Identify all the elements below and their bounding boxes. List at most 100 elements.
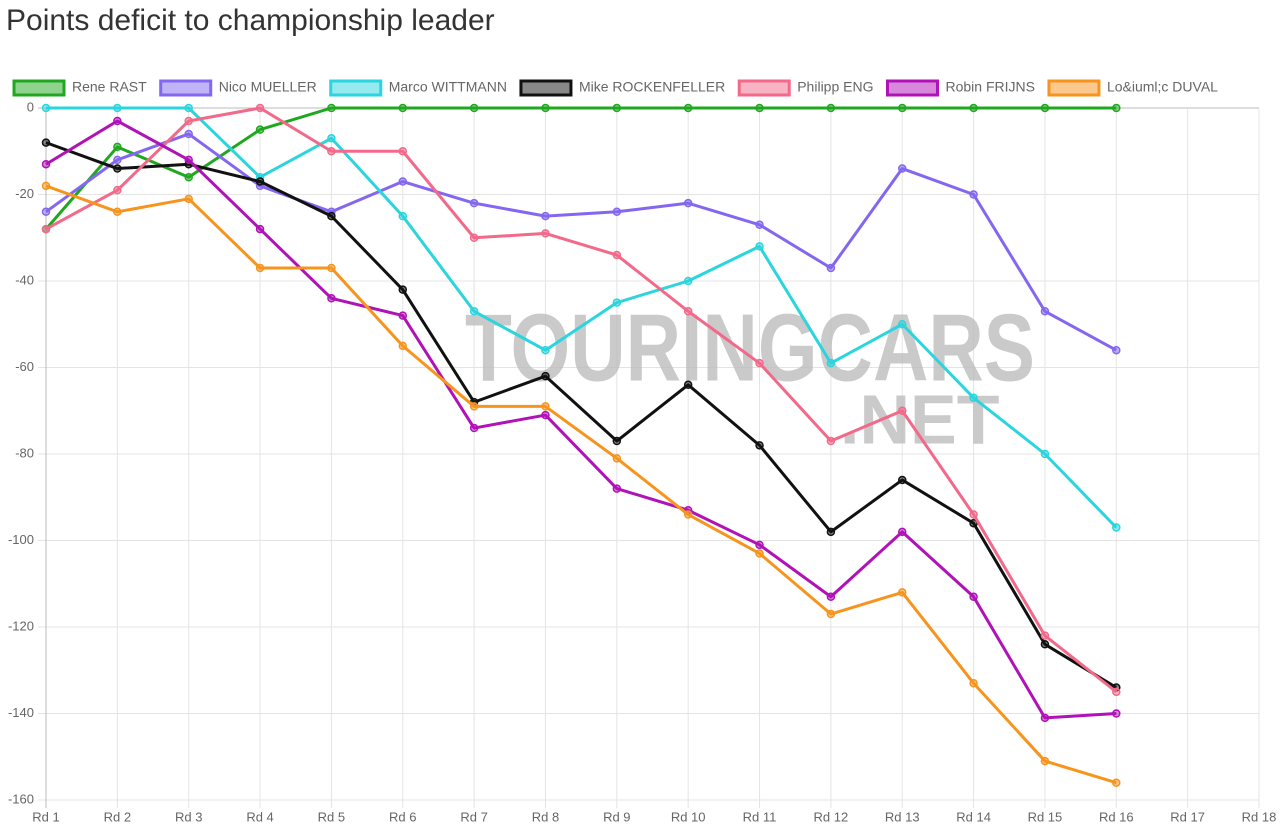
data-point [1112, 103, 1121, 113]
data-point [969, 510, 978, 519]
data-point [755, 549, 764, 558]
data-point [755, 242, 764, 251]
data-point [897, 103, 907, 113]
data-point [398, 211, 408, 221]
watermark: TOURINGCARS .NET [465, 294, 1035, 458]
data-point [184, 172, 193, 182]
y-tick-label: 0 [27, 99, 34, 114]
y-tick-label: -80 [15, 445, 34, 460]
series-line [45, 184, 1117, 785]
data-point [41, 181, 51, 191]
data-point [113, 142, 122, 152]
legend-label: Nico MUELLER [219, 79, 317, 95]
data-point [113, 185, 122, 195]
data-point [683, 380, 693, 390]
data-point [541, 371, 550, 381]
series-line [46, 106, 1118, 529]
data-point [612, 484, 622, 493]
data-point [897, 164, 907, 173]
series-line [45, 106, 1118, 694]
x-tick-label: Rd 17 [1170, 809, 1205, 824]
legend-swatch [1047, 79, 1101, 97]
data-point [469, 198, 479, 208]
series-line [45, 132, 1118, 352]
x-tick-label: Rd 14 [956, 809, 991, 824]
data-point [398, 285, 408, 294]
data-point [969, 393, 978, 403]
data-point [41, 207, 51, 217]
y-tick-label: -100 [8, 532, 34, 547]
data-point [826, 436, 836, 446]
data-point [755, 103, 764, 113]
data-point [255, 103, 265, 113]
data-point [826, 592, 836, 601]
data-point [826, 358, 836, 368]
data-point [184, 194, 193, 204]
data-point [1040, 449, 1050, 459]
data-point [541, 402, 550, 411]
x-tick-label: Rd 7 [460, 809, 487, 824]
x-tick-label: Rd 9 [603, 809, 630, 824]
data-point [1040, 640, 1050, 649]
data-point [255, 177, 265, 186]
data-point [398, 147, 408, 156]
data-point [755, 540, 764, 550]
legend-label: Philipp ENG [797, 79, 873, 95]
data-point [327, 134, 336, 143]
legend-swatch [329, 79, 383, 97]
data-point [41, 103, 51, 113]
data-point [683, 276, 693, 286]
watermark-text: .NET [840, 380, 999, 458]
series-line [45, 119, 1117, 720]
data-point [612, 454, 622, 463]
data-point [683, 307, 693, 316]
data-point [469, 103, 479, 113]
legend-label: Lo&iuml;c DUVAL [1107, 79, 1218, 95]
data-point [184, 155, 193, 165]
legend-swatch [519, 79, 573, 97]
legend-label: Rene RAST [72, 79, 147, 95]
data-point [755, 220, 764, 230]
y-tick-label: -60 [15, 359, 34, 374]
x-tick-label: Rd 13 [885, 809, 920, 824]
data-point [255, 125, 265, 134]
legend-swatch [12, 79, 66, 97]
x-tick-label: Rd 8 [532, 809, 559, 824]
data-point [969, 678, 978, 688]
data-point [541, 229, 550, 238]
data-point [541, 410, 550, 420]
data-point [398, 311, 408, 320]
data-point [327, 263, 336, 273]
data-point [826, 103, 836, 113]
x-tick-label: Rd 10 [671, 809, 706, 824]
data-point [255, 224, 265, 234]
data-point [612, 207, 622, 217]
data-point [1040, 756, 1050, 766]
legend-swatch [885, 79, 939, 97]
data-point [755, 441, 764, 450]
data-point [1112, 687, 1121, 697]
legend-label: Mike ROCKENFELLER [579, 79, 725, 95]
watermark-text: TOURINGCARS [465, 294, 1035, 401]
data-point [469, 307, 479, 316]
data-point [113, 116, 122, 126]
data-point [969, 190, 978, 199]
data-point [612, 103, 622, 113]
data-point [541, 211, 550, 221]
data-point [897, 406, 907, 415]
y-tick-label: -120 [8, 618, 34, 633]
series-line [45, 141, 1118, 689]
data-point [612, 298, 622, 307]
data-point [327, 147, 336, 156]
data-point [113, 103, 122, 113]
x-tick-label: Rd 16 [1099, 809, 1134, 824]
data-point [755, 358, 764, 368]
data-point [826, 527, 836, 537]
data-point [469, 402, 479, 411]
data-point [969, 592, 978, 601]
data-point [1040, 713, 1050, 723]
x-tick-label: Rd 4 [246, 809, 273, 824]
chart-title: Points deficit to championship leader [6, 4, 495, 37]
data-point [541, 103, 550, 113]
data-point [184, 103, 193, 113]
